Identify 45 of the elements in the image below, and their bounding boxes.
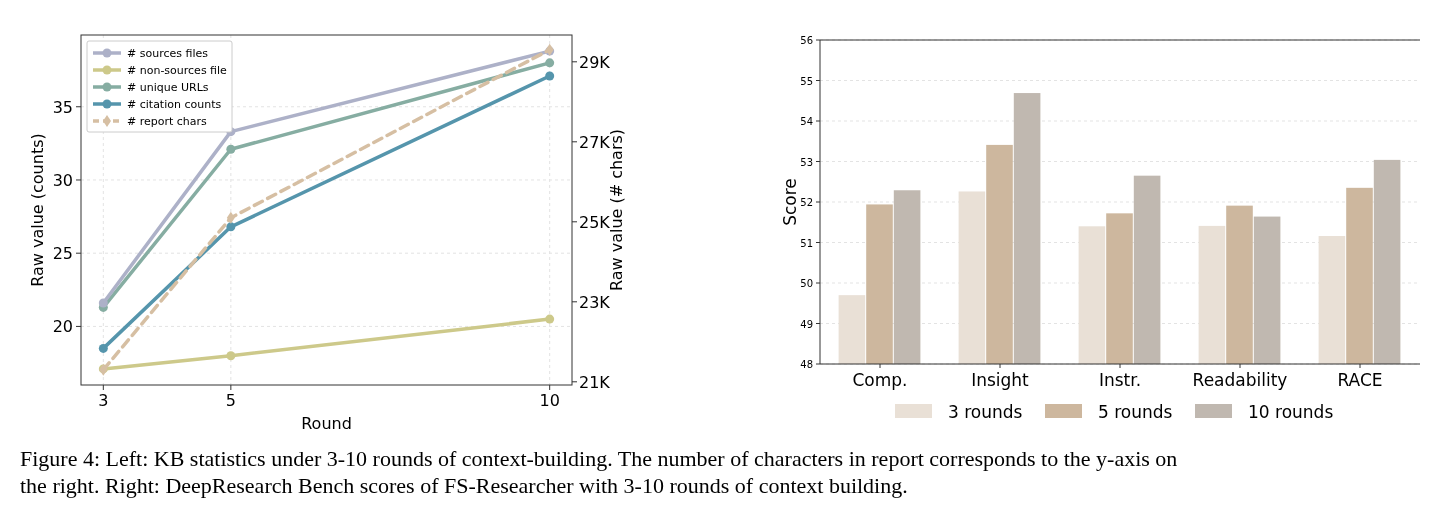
x-tick-label: Insight <box>971 370 1030 390</box>
x-axis-title: Round <box>301 414 352 433</box>
point <box>98 298 108 308</box>
y-tick-label: 54 <box>800 116 813 127</box>
y-tick-label: 35 <box>52 97 73 117</box>
point <box>226 351 236 361</box>
x-tick-label: Comp. <box>852 370 908 390</box>
x-tick-label: 5 <box>225 391 236 410</box>
y2-tick-label: 23K <box>579 292 611 312</box>
y-tick-label: 48 <box>800 359 813 370</box>
y-axis-title: Raw value (counts) <box>28 133 47 287</box>
y2-tick-label: 29K <box>579 52 611 72</box>
point <box>545 71 555 81</box>
y-axis-title: Score <box>780 178 800 226</box>
legend-label: 3 rounds <box>948 402 1023 422</box>
point <box>545 58 555 68</box>
legend-label: # report chars <box>127 115 208 128</box>
legend-label: # non-sources file <box>127 64 228 77</box>
x-tick-label: Readability <box>1192 370 1288 390</box>
y2-tick-label: 27K <box>579 132 611 152</box>
x-tick-label: 3 <box>98 391 109 410</box>
legend-label: 5 rounds <box>1098 402 1173 422</box>
point <box>98 343 108 353</box>
y2-tick-label: 21K <box>579 372 611 392</box>
x-tick-label: Instr. <box>1098 370 1142 390</box>
point <box>545 314 555 324</box>
x-tick-label: 10 <box>539 391 560 410</box>
caption: Figure 4: Left: KB statistics under 3-10 rounds of context-building. The number of characters in report corresponds to the y-axis on the right. Right: DeepResearch Bench scores of FS-Researcher with 3-10 rounds of context building. <box>20 446 1178 498</box>
legend-label: # unique URLs <box>127 81 209 94</box>
y-tick-label: 20 <box>52 317 73 337</box>
legend-label: # sources files <box>127 47 209 60</box>
y-tick-label: 55 <box>800 75 813 87</box>
y-tick-label: 53 <box>800 156 813 168</box>
y-tick-label: 30 <box>52 170 73 190</box>
x-tick-label: RACE <box>1337 370 1383 390</box>
y-tick-label: 51 <box>800 237 813 249</box>
y-tick-label: 50 <box>800 278 813 289</box>
y-tick-label: 49 <box>800 318 813 330</box>
point <box>226 144 236 154</box>
legend-label: 10 rounds <box>1248 402 1334 422</box>
legend-label: # citation counts <box>127 98 222 111</box>
y-tick-label: 56 <box>800 35 813 46</box>
y-tick-label: 25 <box>52 244 73 264</box>
point <box>226 222 236 232</box>
y-tick-label: 52 <box>800 197 813 208</box>
